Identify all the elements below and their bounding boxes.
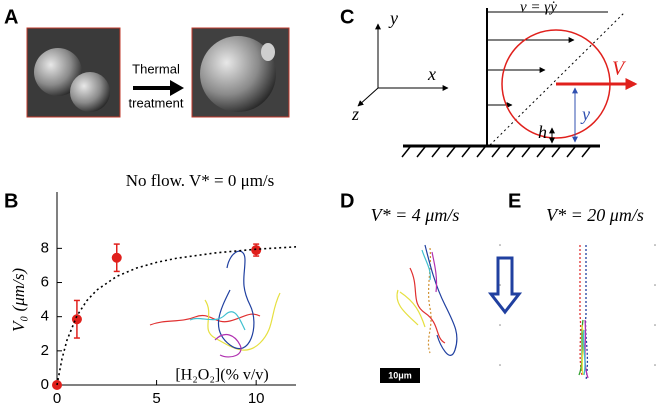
shear-flow — [486, 8, 626, 146]
distance-label: y — [580, 104, 590, 124]
trajectories — [578, 245, 589, 381]
data-point — [251, 245, 262, 256]
y-tick-label: 6 — [41, 273, 49, 290]
arrow — [133, 80, 184, 96]
chart-title: No flow. V* = 0 μm/s — [126, 171, 275, 190]
x-tick-label: 0 — [53, 390, 61, 407]
axis-name: y — [388, 8, 398, 28]
panel-label: D — [340, 190, 354, 212]
axis-triad — [357, 23, 449, 107]
y-tick-label: 4 — [41, 308, 49, 325]
panel-label: B — [4, 190, 18, 212]
velocity-label: V — [612, 58, 627, 80]
scale-label: 10μm — [388, 370, 412, 380]
panel-label: A — [4, 6, 18, 28]
x-tick-label: 5 — [152, 390, 160, 407]
y-tick-label: 0 — [41, 376, 49, 393]
data-point — [71, 314, 82, 325]
edge-dots — [499, 244, 656, 366]
flow-label: v = γ̇y — [520, 0, 557, 15]
trajectories — [396, 244, 458, 356]
direction-arrow — [487, 256, 523, 315]
micrograph-after — [191, 27, 290, 118]
panel-title: V* = 20 μm/s — [546, 205, 644, 225]
panel-label: C — [340, 6, 354, 28]
panel-title: V* = 4 μm/s — [371, 205, 460, 225]
arrow-text: treatment — [129, 95, 184, 110]
fit-line — [56, 246, 297, 386]
data-point — [111, 252, 122, 263]
wall — [401, 144, 600, 158]
axis-name: z — [351, 104, 359, 124]
axis-name: x — [427, 64, 436, 84]
y-tick-label: 8 — [41, 239, 49, 256]
micrograph-before — [26, 27, 121, 118]
scale-bar — [380, 368, 420, 383]
arrow-text: Thermal — [132, 61, 180, 76]
panel-label: E — [508, 190, 521, 212]
gap-label: h — [538, 122, 547, 142]
x-tick-label: 10 — [248, 390, 265, 407]
y-axis-label: V₀ (μm/s) — [9, 268, 28, 332]
y-tick-label: 2 — [41, 342, 49, 359]
x-axis-label: [H₂O₂](% v/v) — [175, 367, 268, 384]
trajectories — [149, 250, 281, 358]
